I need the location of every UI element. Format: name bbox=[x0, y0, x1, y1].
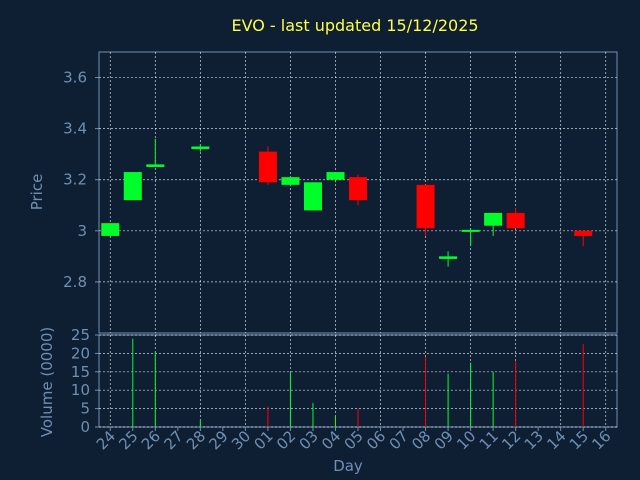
candle-body bbox=[439, 256, 458, 259]
price-tick-label: 3.4 bbox=[63, 120, 87, 138]
price-tick-label: 3.6 bbox=[63, 69, 87, 87]
candle-body bbox=[146, 164, 165, 167]
price-tick-label: 2.8 bbox=[63, 273, 87, 291]
volume-tick-label: 15 bbox=[71, 363, 90, 381]
volume-tick-label: 5 bbox=[80, 400, 90, 418]
candle-body bbox=[191, 146, 210, 150]
price-tick-label: 3 bbox=[77, 222, 87, 240]
candle-body bbox=[326, 172, 345, 180]
candle-body bbox=[123, 172, 142, 201]
volume-tick-label: 0 bbox=[80, 418, 90, 436]
candle-body bbox=[484, 212, 503, 226]
chart-title: EVO - last updated 15/12/2025 bbox=[231, 16, 478, 35]
candle-body bbox=[101, 223, 120, 236]
volume-axis-label: Volume (0000) bbox=[38, 327, 56, 437]
candle-body bbox=[303, 182, 322, 211]
candle-body bbox=[416, 184, 435, 229]
price-tick-label: 3.2 bbox=[63, 171, 87, 189]
candle-body bbox=[281, 177, 300, 185]
x-tick-label: 16 bbox=[588, 427, 614, 453]
candle-body bbox=[348, 177, 368, 201]
price-panel-frame bbox=[98, 51, 618, 334]
candle-body bbox=[574, 230, 593, 236]
x-axis-label: Day bbox=[333, 457, 363, 475]
candle-body bbox=[258, 151, 277, 183]
price-axis-label: Price bbox=[28, 174, 46, 211]
volume-tick-label: 20 bbox=[71, 344, 90, 362]
volume-tick-label: 25 bbox=[71, 326, 90, 344]
volume-tick-label: 10 bbox=[71, 381, 90, 399]
candle-body bbox=[506, 212, 525, 229]
